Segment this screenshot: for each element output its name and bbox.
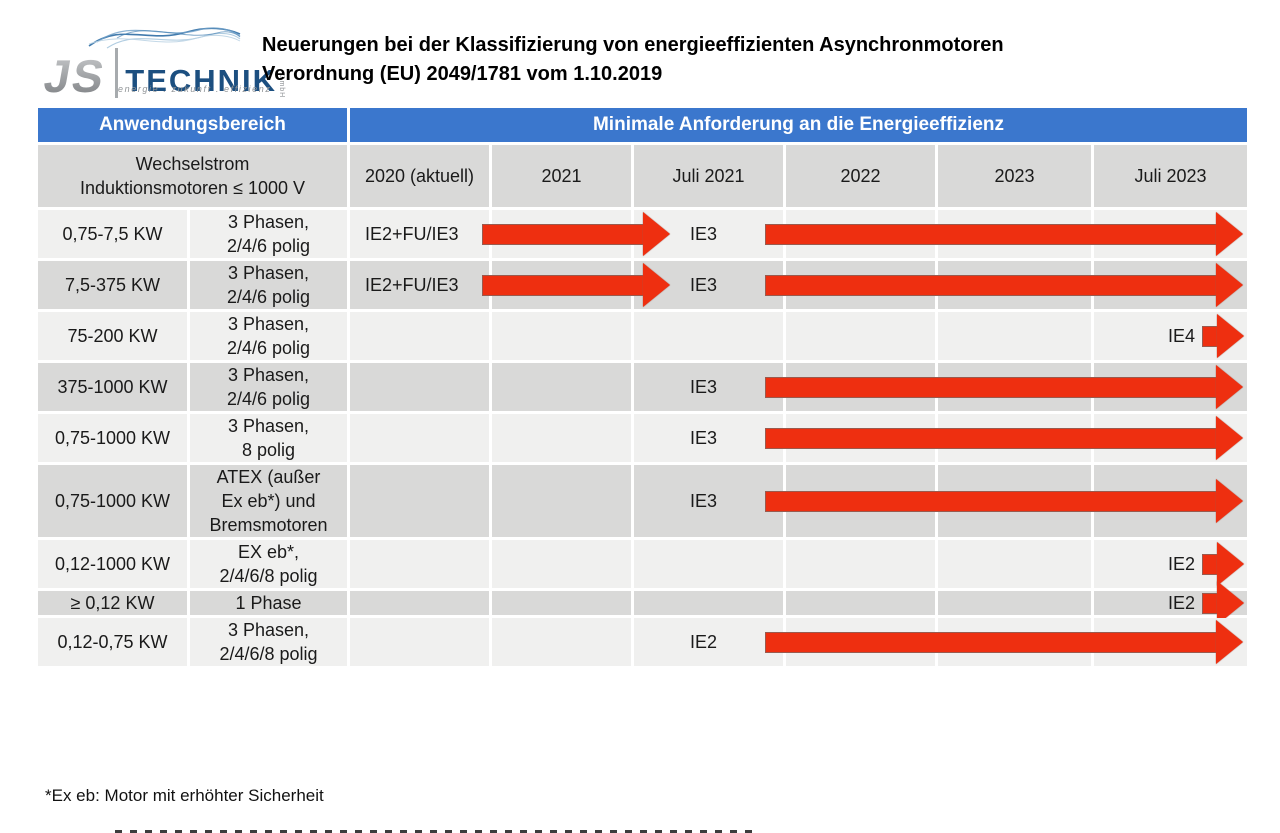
year-header-2020: 2020 (aktuell): [350, 145, 489, 207]
spec-cell: 3 Phasen, 8 polig: [190, 414, 347, 462]
range-cell: 0,75-1000 KW: [38, 414, 187, 462]
timeline-arrow: [765, 263, 1243, 307]
range-cell: 0,75-1000 KW: [38, 465, 187, 537]
timeline-cells: IE3: [350, 363, 1247, 411]
timeline-arrow: [765, 416, 1243, 460]
timeline-label: IE2: [1167, 592, 1195, 613]
spec-cell: 3 Phasen, 2/4/6 polig: [190, 261, 347, 309]
timeline-arrow: [1202, 314, 1244, 358]
range-cell: 0,12-0,75 KW: [38, 618, 187, 666]
logo-technik-text: TECHNIK: [125, 63, 278, 98]
timeline-arrow: [482, 212, 670, 256]
logo-tagline: energie . zukunft . effizienz: [118, 84, 272, 94]
timeline-cells: IE2: [350, 618, 1247, 666]
bottom-edge-fragment: [115, 830, 760, 833]
timeline-arrow: [1202, 581, 1244, 625]
timeline-arrow: [765, 212, 1243, 256]
table-header-row: Anwendungsbereich Minimale Anforderung a…: [38, 108, 1247, 142]
timeline-label: IE4: [1167, 325, 1195, 346]
year-header-2021: 2021: [492, 145, 631, 207]
table-row: 75-200 KW 3 Phasen, 2/4/6 polig IE4: [38, 312, 1247, 360]
range-cell: 75-200 KW: [38, 312, 187, 360]
timeline-cells: IE2: [350, 540, 1247, 588]
page-title-line2: Verordnung (EU) 2049/1781 vom 1.10.2019: [262, 63, 663, 85]
spec-cell: 3 Phasen, 2/4/6 polig: [190, 210, 347, 258]
year-header-row: Wechselstrom Induktionsmotoren ≤ 1000 V …: [38, 145, 1247, 207]
table-row: 0,12-0,75 KW 3 Phasen, 2/4/6/8 polig IE2: [38, 618, 1247, 666]
range-cell: 0,75-7,5 KW: [38, 210, 187, 258]
range-cell: 7,5-375 KW: [38, 261, 187, 309]
logo-js-text: JS: [40, 50, 110, 102]
timeline-label: IE3: [690, 223, 718, 244]
page-title: Neuerungen bei der Klassifizierung von e…: [262, 31, 1004, 89]
js-technik-logo: JS TECHNIK GmbH energie . zukunft . effi…: [40, 12, 285, 102]
table-row: 7,5-375 KW 3 Phasen, 2/4/6 polig IE2+FU/…: [38, 261, 1247, 309]
timeline-arrow: [765, 479, 1243, 523]
range-cell: 0,12-1000 KW: [38, 540, 187, 588]
table-row: 0,12-1000 KW EX eb*, 2/4/6/8 polig IE2: [38, 540, 1247, 588]
timeline-arrow: [1202, 542, 1244, 586]
table-row: 375-1000 KW 3 Phasen, 2/4/6 polig IE3: [38, 363, 1247, 411]
spec-cell: 1 Phase: [190, 591, 347, 615]
spec-cell: 3 Phasen, 2/4/6 polig: [190, 363, 347, 411]
timeline-cells: IE3: [350, 414, 1247, 462]
timeline-label: IE3: [690, 274, 718, 295]
year-header-2022: 2022: [786, 145, 935, 207]
timeline-label: IE2+FU/IE3: [365, 223, 459, 244]
timeline-label: IE3: [690, 427, 718, 448]
footnote: *Ex eb: Motor mit erhöhter Sicherheit: [45, 786, 324, 805]
spec-cell: ATEX (außer Ex eb*) und Bremsmotoren: [190, 465, 347, 537]
spec-cell: 3 Phasen, 2/4/6 polig: [190, 312, 347, 360]
timeline-label: IE2: [690, 631, 718, 652]
table-row: 0,75-1000 KW 3 Phasen, 8 polig IE3: [38, 414, 1247, 462]
range-cell: ≥ 0,12 KW: [38, 591, 187, 615]
timeline-cells: IE2+FU/IE3 IE3: [350, 261, 1247, 309]
spec-cell: EX eb*, 2/4/6/8 polig: [190, 540, 347, 588]
table-row: 0,75-7,5 KW 3 Phasen, 2/4/6 polig IE2+FU…: [38, 210, 1247, 258]
table-row: ≥ 0,12 KW 1 Phase IE2: [38, 581, 1247, 625]
year-header-juli-2021: Juli 2021: [634, 145, 783, 207]
classification-table: Anwendungsbereich Minimale Anforderung a…: [38, 108, 1247, 666]
page-title-line1: Neuerungen bei der Klassifizierung von e…: [262, 34, 1004, 56]
wave-swoosh-icon: [88, 27, 241, 49]
logo-gmbh-text: GmbH: [278, 73, 286, 98]
header-minimale-anforderung: Minimale Anforderung an die Energieeffiz…: [350, 108, 1247, 142]
timeline-cells: IE3: [350, 465, 1247, 537]
timeline-cells: IE2+FU/IE3 IE3: [350, 210, 1247, 258]
timeline-cells: IE4: [350, 312, 1247, 360]
timeline-label: IE3: [690, 376, 718, 397]
table-row: 0,75-1000 KW ATEX (außer Ex eb*) und Bre…: [38, 465, 1247, 537]
timeline-arrow: [765, 620, 1243, 664]
scope-cell: Wechselstrom Induktionsmotoren ≤ 1000 V: [38, 145, 347, 207]
logo-divider: [115, 48, 119, 98]
year-header-juli-2023: Juli 2023: [1094, 145, 1247, 207]
timeline-arrow: [765, 365, 1243, 409]
timeline-label: IE3: [690, 490, 718, 511]
timeline-label: IE2+FU/IE3: [365, 274, 459, 295]
timeline-cells: IE2: [350, 581, 1247, 625]
timeline-arrow: [482, 263, 670, 307]
header-anwendungsbereich: Anwendungsbereich: [38, 108, 347, 142]
spec-cell: 3 Phasen, 2/4/6/8 polig: [190, 618, 347, 666]
timeline-label: IE2: [1167, 553, 1195, 574]
year-header-2023: 2023: [938, 145, 1091, 207]
range-cell: 375-1000 KW: [38, 363, 187, 411]
